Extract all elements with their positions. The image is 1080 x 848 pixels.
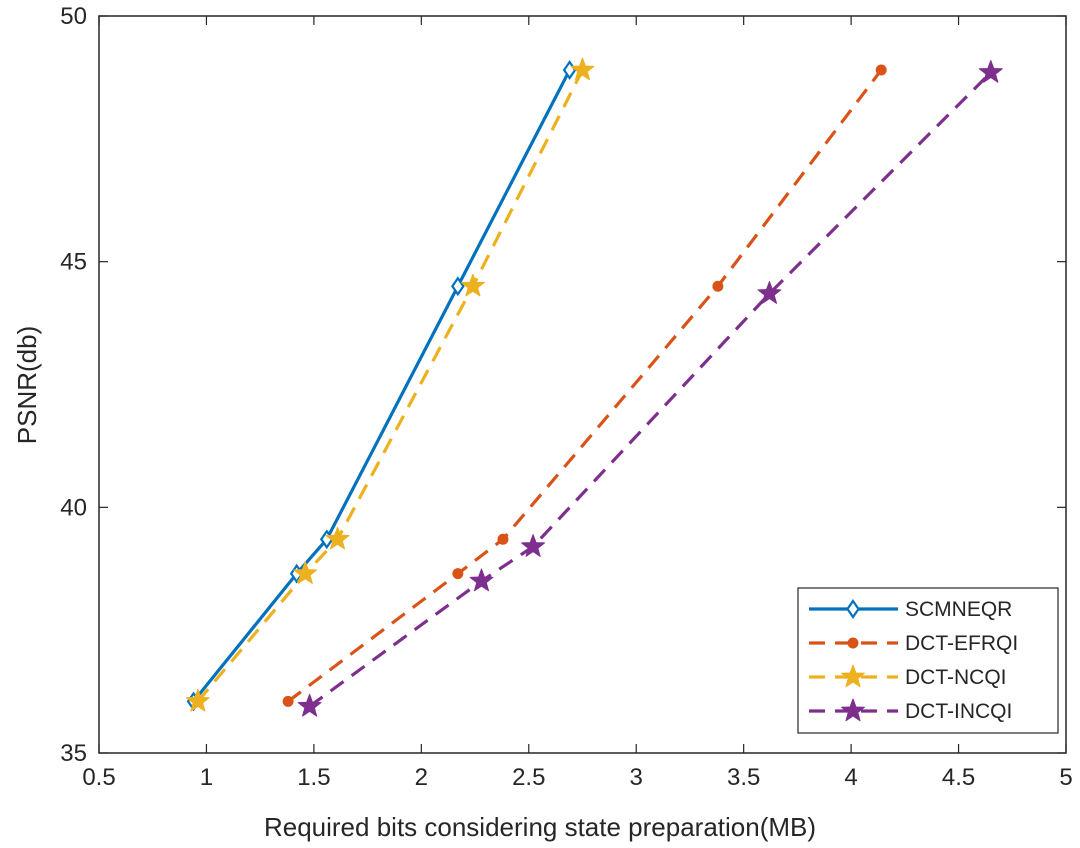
y-tick-label: 35 — [60, 740, 87, 767]
data-point-dct-efrqi — [282, 695, 294, 707]
x-tick-label: 4.5 — [942, 764, 975, 791]
y-axis-ticks: 35 40 45 50 — [60, 3, 1066, 767]
series-dct-ncqi — [185, 57, 595, 712]
data-point-dct-ncqi — [325, 526, 350, 550]
y-tick-label: 45 — [60, 249, 87, 276]
data-point-dct-ncqi — [570, 57, 595, 81]
x-tick-label: 0.5 — [82, 764, 115, 791]
x-tick-label: 2.5 — [512, 764, 545, 791]
legend-label: DCT-INCQI — [905, 700, 1012, 723]
legend-item-dct-ncqi: DCT-NCQI — [809, 664, 1007, 689]
legend-box — [797, 587, 1059, 734]
x-axis-ticks: 0.5 1 1.5 2 2.5 3 3.5 4 4.5 5 — [82, 16, 1073, 791]
data-point-dct-efrqi — [452, 568, 464, 580]
x-tick-label: 4 — [844, 764, 857, 791]
legend-marker — [841, 664, 865, 688]
y-axis-label: PSNR(db) — [12, 326, 42, 444]
legend-label: DCT-EFRQI — [905, 632, 1018, 655]
x-axis-label: Required bits considering state preparat… — [264, 812, 816, 842]
x-tick-label: 1.5 — [297, 764, 330, 791]
legend-marker — [841, 698, 865, 722]
data-point-dct-efrqi — [712, 280, 724, 292]
data-point-dct-incqi — [469, 568, 494, 592]
data-point-scmneqr — [451, 276, 465, 297]
data-point-dct-ncqi — [293, 561, 318, 584]
data-point-dct-ncqi — [185, 688, 210, 712]
data-point-dct-ncqi — [460, 273, 485, 297]
data-point-dct-incqi — [521, 534, 545, 557]
x-tick-label: 1 — [200, 764, 213, 791]
series-layer — [185, 57, 1003, 717]
legend-marker — [847, 637, 859, 649]
legend-label: DCT-NCQI — [905, 666, 1007, 689]
legend-item-scmneqr: SCMNEQR — [809, 598, 1012, 621]
x-tick-label: 3.5 — [727, 764, 760, 791]
series-dct-efrqi — [282, 64, 887, 707]
data-point-dct-incqi — [297, 693, 322, 717]
x-tick-label: 5 — [1059, 764, 1072, 791]
data-point-dct-incqi — [757, 281, 782, 304]
data-point-dct-efrqi — [875, 64, 887, 76]
data-point-dct-incqi — [978, 60, 1003, 83]
legend-item-dct-incqi: DCT-INCQI — [809, 698, 1012, 723]
y-tick-label: 50 — [60, 3, 87, 30]
x-tick-label: 3 — [630, 764, 643, 791]
legend: SCMNEQR DCT-EFRQI DCT-NCQI DCT-INCQI — [797, 587, 1059, 734]
y-tick-label: 40 — [60, 494, 87, 521]
legend-marker — [846, 599, 860, 619]
legend-item-dct-efrqi: DCT-EFRQI — [809, 632, 1018, 655]
x-tick-label: 2 — [415, 764, 428, 791]
legend-label: SCMNEQR — [905, 598, 1012, 621]
series-dct-incqi — [297, 60, 1003, 717]
data-point-dct-efrqi — [497, 533, 509, 545]
